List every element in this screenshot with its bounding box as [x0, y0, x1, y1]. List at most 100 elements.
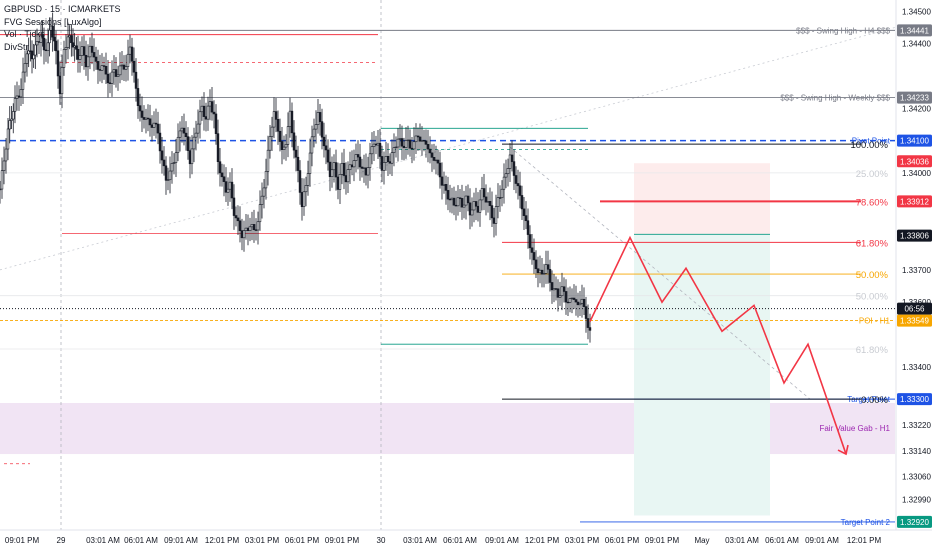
candle-body: [178, 130, 182, 138]
candle-body: [572, 297, 576, 300]
candle-body: [498, 197, 502, 199]
candle-body: [292, 132, 296, 151]
price-tag-label: 1.33806: [900, 232, 929, 241]
price-tag: [897, 195, 932, 208]
candle-body: [172, 162, 176, 164]
price-tag: [897, 314, 932, 327]
candle-body: [222, 176, 226, 182]
candle-body: [92, 52, 96, 58]
candle-body: [124, 66, 128, 70]
fib-trend-line: [509, 146, 811, 400]
candle-body: [360, 166, 364, 169]
candle-body: [312, 128, 316, 138]
candle-body: [538, 269, 542, 274]
candle-body: [246, 227, 250, 231]
candle-body: [586, 318, 590, 328]
candle-body: [140, 110, 144, 118]
candle-body: [502, 176, 506, 190]
level-label: POI - H1: [859, 317, 891, 326]
price-tick-label: 1.33220: [902, 421, 931, 430]
candle-body: [166, 179, 170, 181]
candle-body: [188, 150, 192, 165]
candle-body: [330, 169, 334, 178]
price-tag: [897, 134, 932, 147]
time-tick-label: 03:01 PM: [565, 536, 600, 545]
price-tag-label: 1.32920: [900, 518, 929, 527]
candle-body: [6, 128, 10, 150]
candle-body: [240, 230, 244, 239]
candle-body: [220, 172, 224, 178]
candle-body: [62, 49, 66, 68]
time-tick-label: 12:01 PM: [525, 536, 560, 545]
fib-label: 100.00%: [850, 140, 888, 151]
candle-body: [580, 298, 584, 304]
time-tick-label: 03:01 PM: [245, 536, 280, 545]
candle-body: [254, 229, 258, 231]
candle-body: [420, 140, 424, 142]
candle-body: [208, 101, 212, 107]
candle-body: [194, 132, 198, 138]
candle-body: [454, 204, 458, 207]
take-profit-zone: [634, 234, 770, 516]
candle-body: [21, 71, 25, 90]
candle-body: [228, 181, 232, 190]
candle-body: [322, 136, 326, 147]
candle-body: [120, 64, 124, 67]
candle-body: [71, 42, 75, 48]
candle-body: [70, 35, 73, 44]
candle-body: [574, 299, 578, 303]
time-tick-label: 06:01 AM: [765, 536, 799, 545]
candle-body: [102, 65, 106, 67]
candle-body: [358, 156, 362, 168]
candle-body: [51, 25, 54, 38]
candle-body: [10, 118, 13, 121]
indicator-fvg-sessions[interactable]: FVG Sessions [LuxAlgo]: [4, 16, 102, 27]
price-tag-label: 1.34441: [900, 26, 929, 35]
price-tag: [897, 393, 932, 406]
indicator-divstr[interactable]: DivStr: [4, 41, 29, 52]
candle-body: [396, 138, 400, 148]
candle-body: [134, 71, 138, 89]
candle-body: [82, 46, 86, 56]
candle-body: [436, 159, 440, 164]
candle-body: [364, 167, 368, 176]
price-tag-label: 1.34100: [900, 137, 929, 146]
candle-body: [490, 205, 494, 219]
candle-body: [108, 82, 112, 84]
indicator-volume[interactable]: Vol · Ticks: [4, 29, 46, 39]
price-tag: [897, 24, 932, 37]
candle-body: [340, 162, 344, 175]
symbol-title[interactable]: GBPUSD · 15 · ICMARKETS: [4, 4, 121, 14]
time-tick-label: 30: [377, 536, 386, 545]
candle-body: [550, 282, 554, 291]
candle-body: [504, 173, 508, 178]
candle-body: [320, 121, 324, 138]
candle-body: [288, 110, 292, 127]
candle-body: [492, 217, 496, 224]
candle-body: [282, 146, 286, 150]
candle-body: [244, 227, 248, 231]
candle-body: [390, 152, 394, 164]
fib-label-faded: 61.80%: [856, 345, 889, 356]
candle-body: [488, 201, 492, 206]
candle-body: [262, 187, 266, 197]
candle-body: [152, 122, 156, 128]
candle-body: [170, 163, 174, 172]
candle-body: [182, 127, 186, 134]
candle-body: [78, 55, 82, 60]
candle-body: [384, 155, 388, 163]
candle-body: [150, 124, 154, 128]
time-tick-label: 03:01 AM: [725, 536, 759, 545]
candle-body: [346, 169, 350, 183]
candle-body: [210, 101, 214, 113]
candle-body: [412, 141, 416, 150]
candle-body: [0, 188, 2, 191]
price-axis-bg: [896, 0, 932, 550]
candle-body: [376, 142, 380, 146]
candle-body: [198, 111, 202, 125]
candle-body: [410, 147, 414, 150]
candle-body: [532, 252, 536, 261]
candle-body: [98, 69, 102, 71]
price-tag: [897, 91, 932, 104]
